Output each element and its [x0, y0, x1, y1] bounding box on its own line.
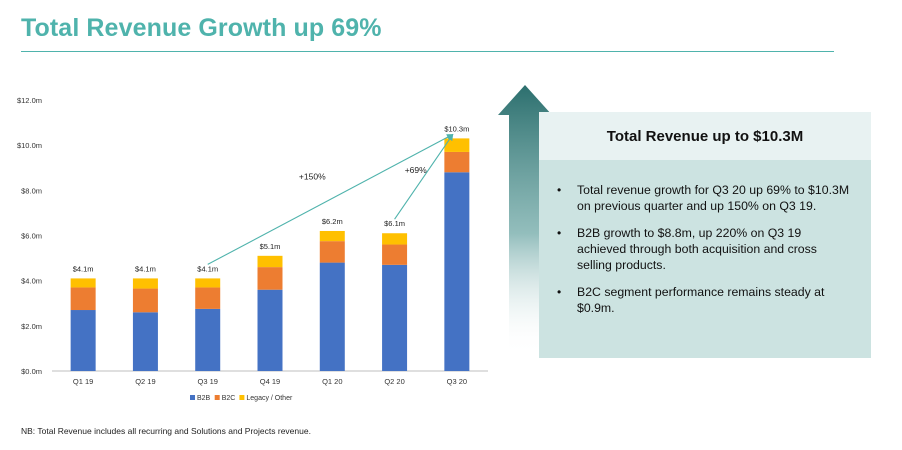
x-tick-label: Q4 19: [260, 377, 280, 386]
bar-segment-legacy-other: [70, 278, 96, 288]
bar-segment-legacy-other: [257, 255, 283, 268]
bullet-item: Total revenue growth for Q3 20 up 69% to…: [557, 182, 853, 214]
growth-annotation-label: +69%: [405, 165, 427, 175]
bar-segment-b2b: [257, 289, 283, 371]
bar-total-label: $5.1m: [260, 242, 281, 251]
bar-segment-legacy-other: [444, 138, 470, 152]
summary-panel: Total Revenue up to $10.3M Total revenue…: [539, 112, 871, 358]
bar-segment-b2c: [132, 288, 158, 313]
y-tick-label: $2.0m: [21, 322, 42, 331]
y-tick-label: $8.0m: [21, 186, 42, 195]
bullet-item: B2B growth to $8.8m, up 220% on Q3 19 ac…: [557, 225, 853, 273]
bar-segment-b2c: [70, 287, 96, 311]
bar-total-label: $4.1m: [197, 264, 218, 273]
bar-segment-legacy-other: [319, 230, 345, 242]
x-tick-label: Q3 19: [197, 377, 217, 386]
y-tick-label: $4.0m: [21, 277, 42, 286]
x-tick-label: Q1 19: [73, 377, 93, 386]
bar-total-label: $4.1m: [73, 264, 94, 273]
legend-swatch: [239, 395, 245, 400]
bar-segment-b2c: [195, 287, 221, 309]
bar-segment-legacy-other: [195, 278, 221, 288]
bar-total-label: $6.1m: [384, 219, 405, 228]
title-divider: [21, 51, 834, 52]
bar-total-label: $6.2m: [322, 217, 343, 226]
bar-segment-b2c: [444, 151, 470, 173]
bar-segment-b2b: [195, 308, 221, 371]
growth-annotation-arrow: [394, 133, 454, 220]
legend-label: B2C: [222, 395, 236, 402]
x-tick-label: Q2 20: [384, 377, 404, 386]
bar-segment-b2b: [444, 172, 470, 371]
panel-body: Total revenue growth for Q3 20 up 69% to…: [539, 160, 871, 358]
legend-swatch: [214, 395, 220, 400]
bar-segment-b2b: [319, 262, 345, 371]
y-tick-label: $6.0m: [21, 232, 42, 241]
bar-segment-b2b: [132, 312, 158, 371]
bar-segment-b2b: [382, 264, 408, 371]
y-tick-label: $10.0m: [17, 141, 42, 150]
y-tick-label: $0.0m: [21, 367, 42, 376]
bar-segment-b2c: [319, 241, 345, 263]
bullet-item: B2C segment performance remains steady a…: [557, 284, 853, 316]
y-tick-label: $12.0m: [17, 96, 42, 105]
legend-swatch: [190, 395, 195, 400]
legend-label: B2B: [197, 395, 211, 402]
bullet-list: Total revenue growth for Q3 20 up 69% to…: [539, 160, 871, 316]
bar-total-label: $10.3m: [444, 124, 469, 133]
page-title: Total Revenue Growth up 69%: [21, 14, 382, 42]
bar-segment-b2c: [257, 267, 283, 290]
growth-annotation-label: +150%: [299, 171, 326, 181]
legend-label: Legacy / Other: [246, 395, 293, 402]
panel-heading: Total Revenue up to $10.3M: [539, 112, 871, 160]
bar-segment-b2b: [70, 310, 96, 371]
growth-annotation-arrow: [207, 133, 454, 265]
bar-total-label: $4.1m: [135, 264, 156, 273]
bar-segment-legacy-other: [382, 233, 408, 245]
x-tick-label: Q3 20: [447, 377, 467, 386]
x-tick-label: Q1 20: [322, 377, 342, 386]
bar-segment-legacy-other: [132, 278, 158, 289]
bar-segment-b2c: [382, 244, 408, 265]
growth-arrow-icon: [498, 85, 552, 355]
footnote: NB: Total Revenue includes all recurring…: [21, 426, 311, 436]
x-tick-label: Q2 19: [135, 377, 155, 386]
